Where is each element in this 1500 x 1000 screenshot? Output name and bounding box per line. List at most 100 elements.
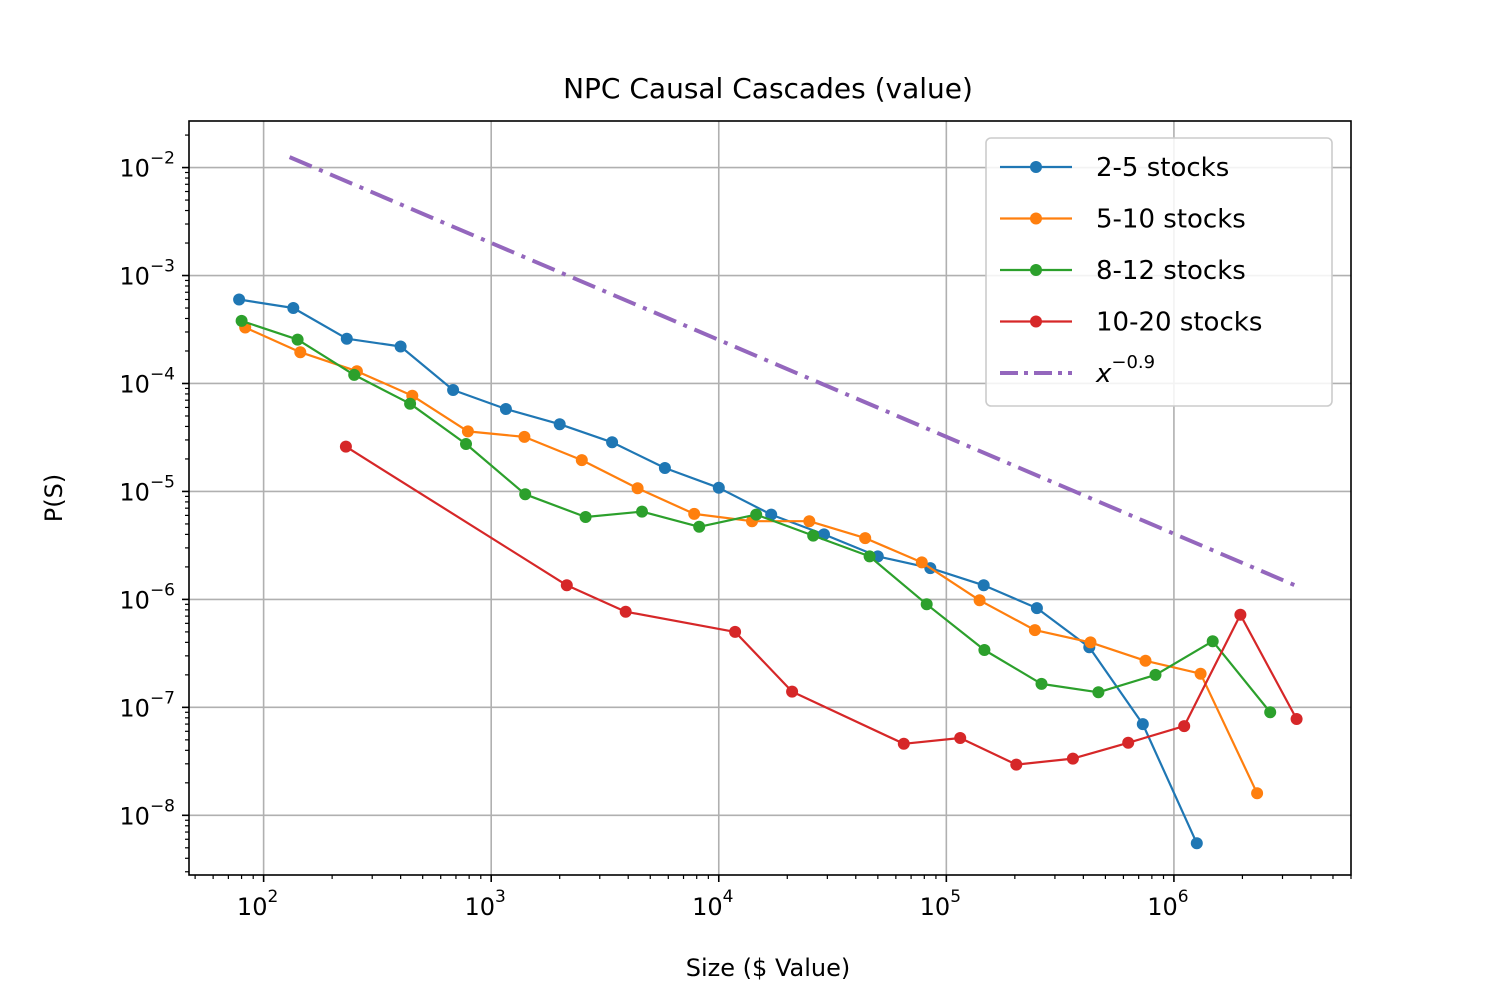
x-tick-exponent: 2 bbox=[267, 887, 278, 907]
x-tick-label: 104 bbox=[692, 887, 733, 921]
x-tick-label: 106 bbox=[1147, 887, 1188, 921]
legend-label: 8-12 stocks bbox=[1096, 256, 1246, 286]
x-tick-exponent: 5 bbox=[950, 887, 961, 907]
y-axis-label: P(S) bbox=[40, 474, 68, 522]
data-point bbox=[693, 520, 706, 533]
data-point bbox=[1010, 758, 1023, 771]
data-point bbox=[447, 384, 460, 396]
y-tick-label: 10−8 bbox=[119, 796, 175, 830]
x-tick-label: 105 bbox=[920, 887, 961, 921]
x-tick-base: 10 bbox=[1147, 893, 1178, 921]
x-tick-base: 10 bbox=[920, 893, 951, 921]
data-point bbox=[348, 368, 361, 381]
data-point bbox=[1251, 787, 1264, 800]
data-point bbox=[1206, 635, 1219, 648]
legend: 2-5 stocks 5-10 stocks 8-12 stocks 10-20 st… bbox=[985, 137, 1333, 407]
y-tick-exponent: −2 bbox=[150, 149, 175, 169]
y-tick-base: 10 bbox=[119, 694, 150, 722]
y-tick-label: 10−4 bbox=[119, 364, 175, 398]
data-point bbox=[1066, 752, 1079, 765]
x-tick-label: 102 bbox=[237, 887, 278, 921]
data-point bbox=[658, 462, 671, 474]
data-point bbox=[1122, 736, 1135, 749]
reference-line-layer bbox=[288, 155, 1298, 588]
y-tick-base: 10 bbox=[119, 263, 150, 291]
legend-marker bbox=[1030, 264, 1042, 276]
y-tick-exponent: −5 bbox=[150, 472, 175, 492]
data-point bbox=[1139, 654, 1152, 667]
data-point bbox=[339, 440, 352, 453]
series-layer bbox=[233, 293, 1303, 850]
data-point bbox=[606, 436, 619, 449]
data-point bbox=[786, 685, 799, 698]
y-tick-label: 10−5 bbox=[119, 472, 175, 506]
legend-ref-exponent: −0.9 bbox=[1111, 352, 1155, 373]
y-tick-base: 10 bbox=[119, 586, 150, 614]
data-point bbox=[340, 332, 353, 345]
data-point bbox=[807, 529, 820, 542]
legend-ref-base: x bbox=[1095, 359, 1112, 389]
data-point bbox=[560, 579, 573, 592]
data-point bbox=[688, 507, 701, 520]
data-point bbox=[1092, 686, 1105, 699]
data-point bbox=[1030, 602, 1043, 615]
x-tick-exponent: 6 bbox=[1178, 887, 1189, 907]
x-tick-label: 103 bbox=[465, 887, 506, 921]
legend-box bbox=[985, 137, 1333, 407]
data-point bbox=[954, 732, 967, 744]
legend-marker bbox=[1030, 315, 1042, 328]
data-point bbox=[1149, 668, 1162, 681]
y-tick-exponent: −6 bbox=[150, 580, 175, 600]
x-axis-label: Size ($ Value) bbox=[686, 954, 850, 982]
data-point bbox=[1290, 713, 1303, 725]
legend-label: x−0.9 bbox=[1095, 352, 1155, 389]
legend-label: 2-5 stocks bbox=[1096, 153, 1229, 183]
data-point bbox=[915, 556, 928, 569]
data-point bbox=[499, 403, 512, 415]
data-point bbox=[287, 302, 300, 314]
legend-label: 10-20 stocks bbox=[1096, 308, 1262, 338]
plot-frame bbox=[188, 120, 1352, 876]
reference-line bbox=[288, 155, 1298, 588]
data-point bbox=[1194, 667, 1207, 680]
x-tick-base: 10 bbox=[237, 893, 268, 921]
data-point bbox=[394, 340, 407, 353]
x-tick-exponent: 3 bbox=[495, 887, 506, 907]
series-8-12-stocks bbox=[235, 314, 1277, 719]
y-tick-label: 10−2 bbox=[119, 149, 175, 183]
y-tick-label: 10−3 bbox=[119, 257, 175, 291]
legend-marker bbox=[1030, 212, 1042, 225]
data-point bbox=[1190, 837, 1203, 850]
data-point bbox=[461, 425, 474, 438]
data-point bbox=[518, 430, 531, 443]
data-point bbox=[519, 488, 532, 501]
data-point bbox=[1178, 720, 1191, 733]
data-point bbox=[1136, 718, 1149, 731]
data-point bbox=[803, 515, 816, 528]
y-tick-label: 10−6 bbox=[119, 580, 175, 614]
y-tick-base: 10 bbox=[119, 802, 150, 830]
data-point bbox=[978, 644, 991, 656]
y-tick-exponent: −4 bbox=[150, 364, 175, 384]
data-point bbox=[765, 508, 778, 521]
major-ticks bbox=[182, 166, 1175, 882]
y-tick-base: 10 bbox=[119, 370, 150, 398]
data-point bbox=[631, 482, 644, 495]
x-tick-base: 10 bbox=[465, 893, 496, 921]
legend-marker bbox=[1030, 161, 1042, 173]
data-point bbox=[460, 438, 472, 450]
legend-label: 5-10 stocks bbox=[1096, 205, 1246, 235]
y-tick-exponent: −3 bbox=[150, 257, 175, 277]
data-point bbox=[973, 594, 986, 607]
data-point bbox=[712, 481, 725, 494]
data-point bbox=[750, 508, 763, 521]
y-tick-labels: 10−810−710−610−510−410−310−2 bbox=[119, 149, 175, 831]
data-point bbox=[977, 579, 990, 592]
y-tick-base: 10 bbox=[119, 155, 150, 183]
x-tick-base: 10 bbox=[692, 893, 723, 921]
data-point bbox=[1035, 677, 1048, 690]
chart-title: NPC Causal Cascades (value) bbox=[563, 72, 973, 105]
y-tick-exponent: −8 bbox=[150, 796, 175, 816]
data-point bbox=[233, 293, 246, 306]
